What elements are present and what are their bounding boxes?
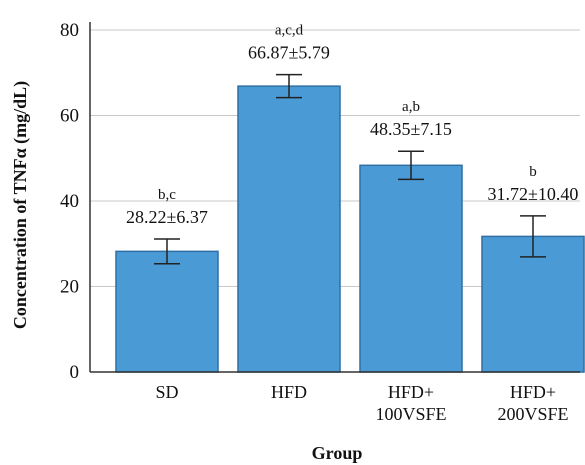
bar bbox=[115, 250, 219, 373]
bar bbox=[237, 85, 341, 373]
value-label: 28.22±6.37 bbox=[126, 207, 208, 227]
y-tick-label: 0 bbox=[70, 362, 80, 383]
value-label: 66.87±5.79 bbox=[248, 43, 330, 63]
bar-labels: b,c 28.22±6.37 a,c,d 66.87±5.79 a,b 48.35±7.1… bbox=[126, 23, 578, 227]
x-axis-title: Group bbox=[312, 443, 363, 463]
y-tick-label: 20 bbox=[60, 277, 79, 298]
x-tick-label: 100VSFE bbox=[375, 404, 446, 424]
x-tick-label: HFD+ bbox=[510, 382, 556, 402]
y-axis-title: Concentration of TNFα (mg/dL) bbox=[10, 81, 31, 329]
y-tick-label: 40 bbox=[60, 191, 79, 212]
value-label: 31.72±10.40 bbox=[488, 184, 579, 204]
y-tick-label: 80 bbox=[60, 20, 79, 41]
significance-label: b,c bbox=[158, 187, 176, 203]
bar bbox=[359, 164, 463, 373]
x-tick-label: HFD bbox=[271, 382, 307, 402]
y-tick-label: 60 bbox=[60, 106, 79, 127]
significance-label: b bbox=[529, 164, 537, 180]
value-label: 48.35±7.15 bbox=[370, 119, 452, 139]
significance-label: a,b bbox=[402, 99, 420, 115]
x-tick-label: SD bbox=[155, 382, 178, 402]
x-tick-label: HFD+ bbox=[388, 382, 434, 402]
significance-label: a,c,d bbox=[275, 23, 304, 39]
x-tick-label: 200VSFE bbox=[497, 404, 568, 424]
